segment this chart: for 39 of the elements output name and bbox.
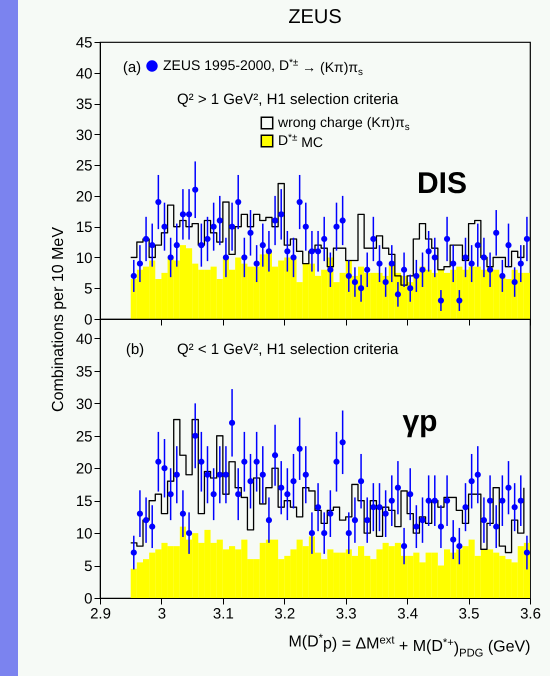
x-tick-label: 3	[158, 606, 166, 622]
x-tick-label: 3.1	[212, 606, 234, 622]
annotation: γp	[402, 405, 438, 438]
y-tick-label: 15	[76, 219, 92, 236]
x-tick-label: 3.3	[336, 606, 357, 622]
y-tick-label: 40	[76, 65, 92, 82]
y-tick-label: 35	[76, 363, 92, 380]
y-tick-label: 5	[84, 558, 92, 576]
y-tick-label: 25	[76, 428, 92, 446]
y-tick-label: 20	[76, 188, 92, 206]
y-tick-label: 25	[76, 158, 92, 175]
y-tick-label: 15	[76, 493, 92, 510]
y-tick-label: 30	[76, 126, 92, 144]
legend-label: wrong charge (Kπ)π$_{s}$	[277, 114, 410, 133]
annotation: (a)	[122, 59, 142, 76]
y-tick-label: 5	[84, 280, 92, 298]
chart-title: ZEUS	[288, 6, 342, 28]
y-tick-label: 20	[76, 460, 92, 478]
x-tick-label: 3.5	[458, 606, 480, 622]
x-tick-label: 3.4	[397, 606, 418, 622]
annotation: (b)	[126, 341, 144, 358]
y-tick-label: 10	[76, 250, 92, 267]
annotation: Q² > 1 GeV², H1 selection criteria	[177, 91, 399, 108]
text: M(D$^{*}$p) = ΔM$^{ext}$ + M(D$^{*+}$)$_{PDG}$ (GeV)	[288, 632, 530, 660]
y-tick-label: 35	[76, 96, 92, 114]
annotation: DIS	[416, 167, 468, 200]
y-tick-label: 0	[84, 312, 92, 328]
y-tick-label: 10	[76, 526, 92, 543]
legend-label: ZEUS 1995-2000, D$^{*±}$ → (Kπ)π$_{s}$	[163, 57, 364, 78]
legend-label: D$^{*±}$ MC	[278, 132, 323, 150]
annotation: Q² < 1 GeV², H1 selection criteria	[177, 341, 399, 358]
x-tick-label: 3.6	[520, 606, 541, 622]
y-axis-title: Combinations per 10 MeV	[50, 226, 67, 412]
x-tick-label: 2.9	[90, 606, 111, 622]
y-tick-label: 30	[76, 396, 92, 413]
y-tick-label: 40	[76, 330, 92, 348]
x-tick-label: 3.2	[274, 606, 296, 622]
y-tick-label: 0	[84, 590, 92, 608]
y-tick-label: 45	[76, 34, 92, 52]
